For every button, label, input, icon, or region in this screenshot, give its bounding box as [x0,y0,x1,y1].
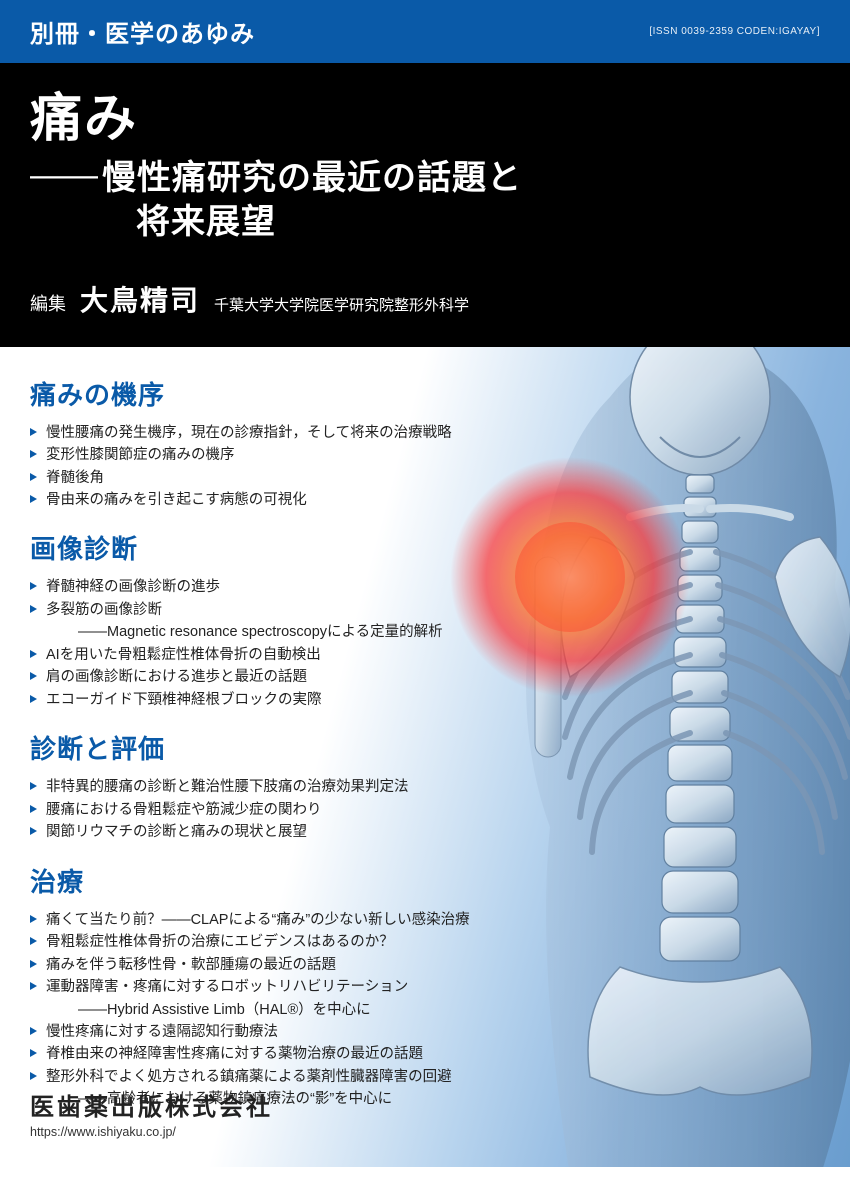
list-item-text: 変形性膝関節症の痛みの機序 [46,447,235,463]
list-item: 関節リウマチの診断と痛みの現状と展望 [30,821,610,843]
publisher-name: 医歯薬出版株式会社 [30,1087,273,1122]
section-list: 慢性腰痛の発生機序，現在の診療指針，そして将来の治療戦略変形性膝関節症の痛みの機… [30,422,610,512]
toc-sections: 痛みの機序慢性腰痛の発生機序，現在の診療指針，そして将来の治療戦略変形性膝関節症… [30,375,610,1111]
editor-affiliation: 千葉大学大学院医学研究院整形外科学 [214,294,469,315]
list-item-text: 骨粗鬆症性椎体骨折の治療にエビデンスはあるのか？ [46,934,394,950]
section-title: 治療 [30,862,610,899]
list-item-text: エコーガイド下頸椎神経根ブロックの実際 [46,692,322,708]
title-band: 痛み ―― 慢性痛研究の最近の話題と 将来展望 編集 大鳥精司 千葉大学大学院医… [0,63,850,347]
list-item: 脊髄神経の画像診断の進歩 [30,576,610,598]
list-item-text: 痛くて当たり前？――CLAPによる“痛み”の少ない新しい感染治療 [46,912,470,928]
subtitle-line-1: 慢性痛研究の最近の話題と [102,159,522,197]
list-item: 痛みを伴う転移性骨・軟部腫瘍の最近の話題 [30,954,610,976]
list-item: 脊髄後角 [30,467,610,489]
publisher-block: 医歯薬出版株式会社 https://www.ishiyaku.co.jp/ [30,1087,273,1139]
header-band: 別冊・医学のあゆみ [ISSN 0039-2359 CODEN:IGAYAY] [0,0,850,63]
list-item-text: 慢性腰痛の発生機序，現在の診療指針，そして将来の治療戦略 [46,425,452,441]
editor-name: 大鳥精司 [80,279,200,319]
editor-label: 編集 [30,290,66,316]
list-item-text: 痛みを伴う転移性骨・軟部腫瘍の最近の話題 [46,957,336,973]
series-title: 別冊・医学のあゆみ [30,14,255,49]
list-item-text: 骨由来の痛みを引き起こす病態の可視化 [46,492,307,508]
section-list: 痛くて当たり前？――CLAPによる“痛み”の少ない新しい感染治療骨粗鬆症性椎体骨… [30,909,610,1111]
list-item: 慢性疼痛に対する遠隔認知行動療法 [30,1021,610,1043]
list-item: 脊椎由来の神経障害性疼痛に対する薬物治療の最近の話題 [30,1043,610,1065]
content-area: 痛みの機序慢性腰痛の発生機序，現在の診療指針，そして将来の治療戦略変形性膝関節症… [0,347,850,1167]
subtitle-row: ―― 慢性痛研究の最近の話題と 将来展望 [30,156,820,244]
list-item-text: AIを用いた骨粗鬆症性椎体骨折の自動検出 [46,647,321,663]
list-item-text: 慢性疼痛に対する遠隔認知行動療法 [46,1024,278,1040]
list-item: 痛くて当たり前？――CLAPによる“痛み”の少ない新しい感染治療 [30,909,610,931]
section-list: 脊髄神経の画像診断の進歩多裂筋の画像診断 ――Magnetic resonance… [30,576,610,711]
list-item-subtext: ――Hybrid Assistive Limb（HAL®）を中心に [46,999,610,1021]
editor-row: 編集 大鳥精司 千葉大学大学院医学研究院整形外科学 [30,279,820,319]
section-list: 非特異的腰痛の診断と難治性腰下肢痛の治療効果判定法腰痛における骨粗鬆症や筋減少症… [30,776,610,843]
list-item: 肩の画像診断における進歩と最近の話題 [30,666,610,688]
section-title: 診断と評価 [30,729,610,766]
section-title: 画像診断 [30,529,610,566]
list-item-text: 脊髄後角 [46,470,104,486]
subtitle: 慢性痛研究の最近の話題と 将来展望 [102,156,522,244]
list-item-text: 関節リウマチの診断と痛みの現状と展望 [46,824,307,840]
list-item: 腰痛における骨粗鬆症や筋減少症の関わり [30,799,610,821]
list-item-text: 肩の画像診断における進歩と最近の話題 [46,669,307,685]
list-item: 骨由来の痛みを引き起こす病態の可視化 [30,489,610,511]
dash-icon: ―― [30,156,98,195]
list-item-text: 脊髄神経の画像診断の進歩 [46,579,220,595]
list-item-text: 非特異的腰痛の診断と難治性腰下肢痛の治療効果判定法 [46,779,409,795]
list-item: 骨粗鬆症性椎体骨折の治療にエビデンスはあるのか？ [30,931,610,953]
list-item: 変形性膝関節症の痛みの機序 [30,444,610,466]
list-item-text: 運動器障害・疼痛に対するロボットリハビリテーション [46,979,408,995]
list-item-text: 多裂筋の画像診断 [46,602,162,618]
list-item-text: 脊椎由来の神経障害性疼痛に対する薬物治療の最近の話題 [46,1046,423,1062]
list-item: 運動器障害・疼痛に対するロボットリハビリテーション ――Hybrid Assist… [30,976,610,1021]
list-item: エコーガイド下頸椎神経根ブロックの実際 [30,689,610,711]
list-item-text: 腰痛における骨粗鬆症や筋減少症の関わり [46,802,322,818]
subtitle-line-2: 将来展望 [102,200,522,244]
list-item: 多裂筋の画像診断 ――Magnetic resonance spectroscop… [30,599,610,644]
list-item-text: 整形外科でよく処方される鎮痛薬による薬剤性臓器障害の回避 [46,1069,452,1085]
main-title: 痛み [30,91,820,148]
list-item: AIを用いた骨粗鬆症性椎体骨折の自動検出 [30,644,610,666]
section-title: 痛みの機序 [30,375,610,412]
issn-text: [ISSN 0039-2359 CODEN:IGAYAY] [649,26,820,37]
publisher-url: https://www.ishiyaku.co.jp/ [30,1125,273,1139]
list-item: 慢性腰痛の発生機序，現在の診療指針，そして将来の治療戦略 [30,422,610,444]
list-item-subtext: ――Magnetic resonance spectroscopyによる定量的解… [46,621,610,643]
list-item: 非特異的腰痛の診断と難治性腰下肢痛の治療効果判定法 [30,776,610,798]
